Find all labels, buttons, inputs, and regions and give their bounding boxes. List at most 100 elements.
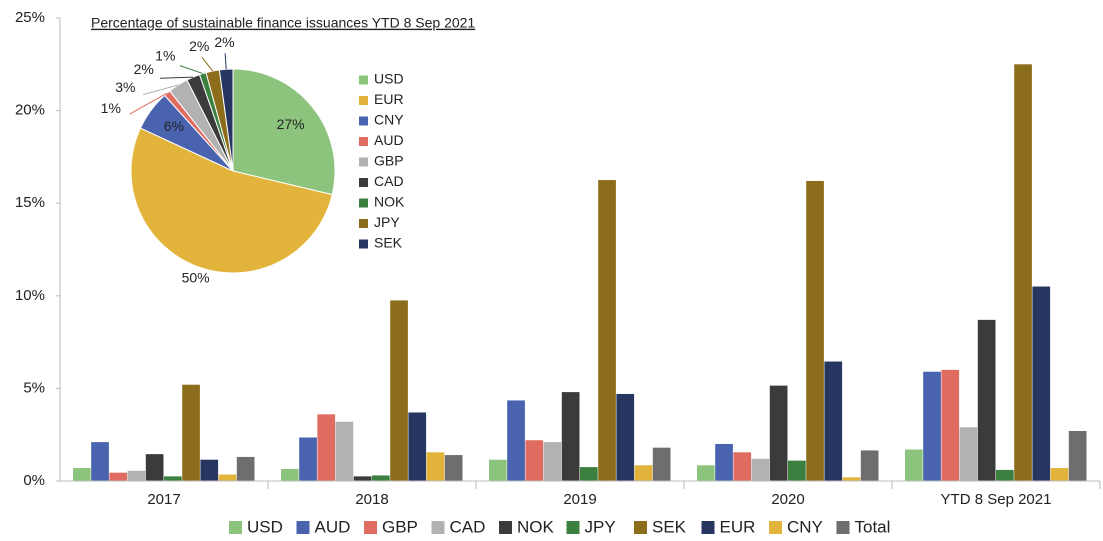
leader-line: [201, 56, 214, 72]
bar: [127, 470, 146, 481]
bar: [751, 458, 770, 481]
bar: [335, 421, 354, 481]
legend-marker: [499, 521, 512, 534]
bar: [372, 475, 390, 481]
bar: [91, 442, 109, 481]
bar: [109, 472, 128, 481]
legend-marker: [359, 116, 368, 126]
legend-marker: [566, 521, 580, 534]
bar: [824, 361, 843, 481]
bar: [733, 452, 752, 481]
bar: [164, 476, 182, 481]
y-tick-label: 15%: [15, 194, 45, 211]
bar: [390, 300, 408, 481]
legend-marker: [769, 521, 782, 534]
legend-label: SEK: [374, 235, 403, 251]
legend-label: CAD: [450, 517, 486, 536]
legend-label: JPY: [374, 214, 400, 230]
bar: [525, 440, 544, 481]
pie-label: 1%: [101, 100, 121, 116]
legend-label: SEK: [652, 517, 687, 536]
legend-marker: [229, 521, 242, 534]
bar: [489, 459, 507, 481]
legend-marker: [634, 521, 647, 534]
bar: [408, 412, 427, 481]
bar: [769, 385, 788, 481]
y-tick-label: 25%: [15, 9, 45, 26]
y-tick-label: 10%: [15, 287, 45, 304]
bar: [806, 180, 824, 481]
legend-marker: [296, 521, 310, 534]
leader-line: [159, 76, 194, 79]
legend-label: CNY: [374, 112, 404, 128]
legend-label: GBP: [382, 517, 418, 536]
legend-label: Total: [855, 517, 891, 536]
legend-label: EUR: [720, 517, 756, 536]
legend-marker: [359, 157, 368, 167]
pie-label: 1%: [155, 47, 175, 63]
x-tick-label: 2020: [771, 491, 804, 508]
bar: [1068, 430, 1087, 481]
bar: [507, 400, 525, 481]
bar: [905, 449, 923, 481]
legend-label: NOK: [517, 517, 555, 536]
bar: [73, 468, 91, 481]
pie-label: 3%: [115, 79, 135, 95]
bar: [959, 427, 978, 481]
bar: [182, 384, 200, 481]
legend-marker: [359, 96, 368, 105]
leader-line: [224, 53, 227, 70]
leader-line: [142, 84, 179, 96]
legend-label: CAD: [374, 173, 404, 189]
legend-label: CNY: [787, 517, 823, 536]
legend-marker: [359, 239, 368, 249]
legend-marker: [359, 178, 368, 187]
legend-marker: [431, 521, 445, 534]
y-tick-label: 20%: [15, 102, 45, 119]
leader-line: [179, 65, 203, 75]
legend-label: AUD: [374, 132, 404, 148]
bar: [580, 467, 598, 481]
legend-label: USD: [374, 71, 404, 87]
bar: [145, 454, 164, 481]
bar: [561, 392, 580, 481]
pie-slice: [232, 68, 336, 196]
bar: [1032, 286, 1051, 481]
pie-label: 2%: [189, 38, 209, 54]
pie-label: 6%: [164, 118, 184, 134]
legend-marker: [701, 521, 715, 534]
bar: [317, 414, 336, 481]
legend-label: USD: [247, 517, 283, 536]
pie-label: 50%: [182, 269, 210, 285]
bar: [860, 450, 879, 481]
bar: [977, 319, 996, 481]
legend-label: JPY: [585, 517, 616, 536]
bar: [1014, 64, 1032, 482]
bar: [1050, 468, 1069, 481]
legend-marker: [359, 137, 368, 146]
bar: [697, 465, 715, 481]
x-tick-label: YTD 8 Sep 2021: [941, 491, 1052, 508]
legend-marker: [836, 521, 850, 534]
legend-marker: [359, 219, 368, 228]
bar: [426, 452, 445, 481]
bar: [353, 476, 372, 481]
legend-marker: [359, 75, 368, 85]
bar: [996, 469, 1014, 481]
bar: [218, 474, 237, 481]
leader-line: [129, 92, 168, 115]
legend-label: EUR: [374, 91, 404, 107]
x-tick-label: 2018: [355, 491, 388, 508]
pie-slice: [218, 68, 234, 172]
legend-label: GBP: [374, 153, 404, 169]
legend-label: AUD: [315, 517, 351, 536]
bar: [941, 369, 960, 481]
bar: [715, 443, 733, 481]
pie-title: Percentage of sustainable finance issuan…: [91, 15, 475, 31]
bar: [299, 437, 317, 481]
bar: [444, 455, 463, 481]
legend-marker: [364, 521, 377, 534]
bar: [923, 371, 941, 481]
bar: [543, 442, 562, 481]
